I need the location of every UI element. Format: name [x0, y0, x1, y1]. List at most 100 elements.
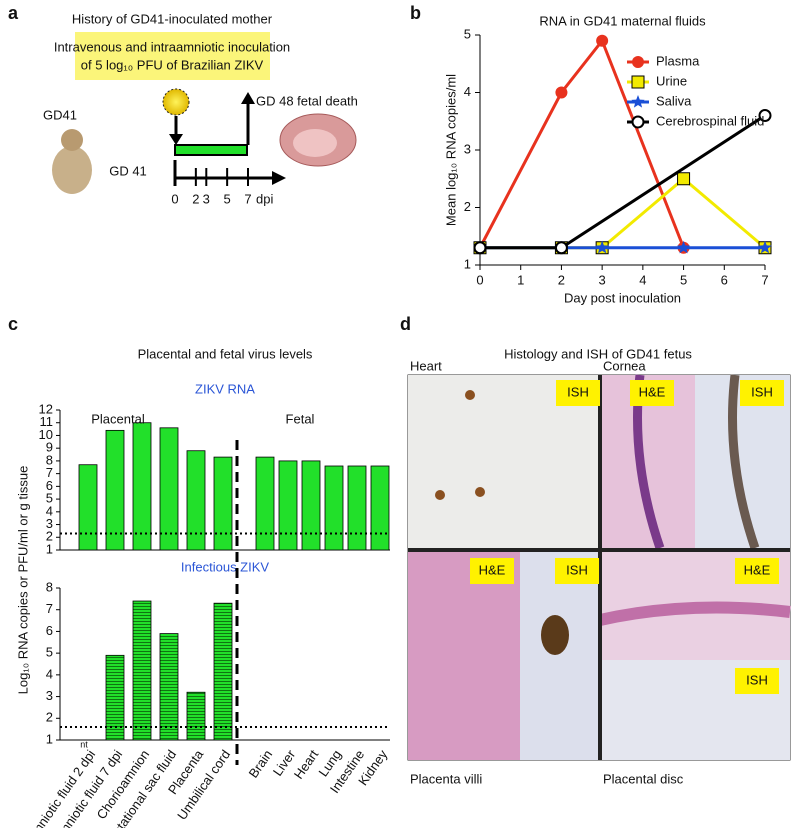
- y-tick-label: 5: [46, 645, 53, 660]
- bar: [159, 427, 179, 551]
- legend-marker: [631, 115, 645, 129]
- point: [473, 241, 487, 255]
- bar: [301, 460, 321, 551]
- group-label: Fetal: [286, 411, 315, 426]
- x-tick-label: Heart: [291, 747, 322, 782]
- point: [595, 240, 609, 254]
- stain-badge-label: ISH: [567, 384, 589, 399]
- ish-signal: [435, 490, 445, 500]
- ish-signal: [465, 390, 475, 400]
- box-text: of 5 log₁₀ PFU of Brazilian ZIKV: [81, 57, 264, 72]
- villi-ish-image: [520, 552, 600, 760]
- x-tick-label: 0: [476, 272, 483, 287]
- tissue-label: Placental disc: [603, 771, 684, 786]
- y-tick-label: 4: [46, 503, 53, 518]
- point: [676, 240, 691, 254]
- disc-tissue: [598, 601, 791, 626]
- subtitle: Infectious ZIKV: [181, 559, 269, 574]
- subtitle: ZIKV RNA: [195, 381, 255, 396]
- panel-label: c: [8, 314, 18, 334]
- y-tick-label: 4: [46, 666, 53, 681]
- bar: [324, 465, 344, 551]
- bar: [278, 460, 298, 551]
- line: [480, 176, 766, 250]
- not-tested-label: nt: [80, 739, 88, 749]
- tissue-label: Heart: [410, 358, 442, 373]
- stain-badge: [630, 380, 674, 406]
- stain-badge: [740, 380, 784, 406]
- bar: [105, 654, 125, 741]
- bar: [213, 602, 233, 741]
- panel-title: History of GD41-inoculated mother: [72, 11, 273, 26]
- y-tick-label: 5: [46, 491, 53, 506]
- legend-marker: [631, 75, 645, 89]
- line: [480, 114, 766, 250]
- y-tick-label: 8: [46, 579, 53, 594]
- tissue-label: Cornea: [603, 358, 646, 373]
- y-tick-label: 3: [46, 516, 53, 531]
- ish-signal: [475, 487, 485, 497]
- panel-label: b: [410, 3, 421, 23]
- legend-label: Urine: [656, 73, 687, 88]
- stain-badge-label: ISH: [566, 562, 588, 577]
- fetal-death-label: GD 48 fetal death: [256, 93, 358, 108]
- legend-label: Cerebrospinal fluid: [656, 113, 764, 128]
- stain-badge-label: H&E: [639, 384, 666, 399]
- chart-title: Placental and fetal virus levels: [138, 346, 313, 361]
- y-tick-label: 3: [464, 141, 471, 156]
- timeline-tick-label: 0: [171, 191, 178, 206]
- y-tick-label: 8: [46, 452, 53, 467]
- x-tick-label: Brain: [246, 747, 276, 780]
- y-axis-label: Log₁₀ RNA copies or PFU/ml or g tissue: [15, 466, 30, 695]
- line: [478, 37, 685, 249]
- legend-marker: [632, 56, 644, 68]
- histology-labels: d Histology and ISH of GD41 fetus Heart Cor…: [400, 314, 784, 786]
- x-tick-label: 3: [599, 272, 606, 287]
- x-tick-label: 7: [761, 272, 768, 287]
- legend-marker: [631, 95, 645, 108]
- monkey-icon: [52, 146, 92, 194]
- stain-badge: [555, 558, 599, 584]
- bar: [186, 691, 206, 741]
- point: [758, 240, 772, 254]
- legend-label: Plasma: [656, 53, 700, 68]
- bar: [213, 456, 233, 551]
- timeline-unit: dpi: [256, 191, 273, 206]
- arrow-head: [272, 171, 286, 185]
- bar: [255, 456, 275, 551]
- y-tick-label: 1: [46, 541, 53, 556]
- point: [758, 109, 772, 122]
- y-tick-label: 1: [46, 731, 53, 746]
- y-tick-label: 11: [40, 414, 54, 429]
- x-tick-label: 1: [517, 272, 524, 287]
- stain-badge-label: H&E: [479, 562, 506, 577]
- legend-label: Saliva: [656, 93, 692, 108]
- ish-signal: [541, 615, 569, 655]
- y-tick-label: 1: [464, 256, 471, 271]
- bar: [186, 450, 206, 551]
- y-tick-label: 5: [464, 26, 471, 41]
- panel-label: a: [8, 3, 19, 23]
- y-tick-label: 2: [46, 710, 53, 725]
- x-tick-label: 2: [558, 272, 565, 287]
- panel-title: Histology and ISH of GD41 fetus: [504, 346, 692, 361]
- stain-badge: [735, 668, 779, 694]
- cornea-epithelium: [728, 374, 760, 550]
- bar: [370, 465, 390, 551]
- y-tick-label: 2: [464, 199, 471, 214]
- y-tick-label: 10: [39, 427, 53, 442]
- y-tick-label: 6: [46, 623, 53, 638]
- y-tick-label: 2: [46, 529, 53, 544]
- chart-title: RNA in GD41 maternal fluids: [539, 13, 706, 28]
- inoculation-box: [75, 32, 270, 80]
- animal-label: GD41: [43, 107, 77, 122]
- bar: [105, 429, 125, 551]
- tissue-label: Placenta villi: [410, 771, 482, 786]
- bar: [78, 464, 98, 551]
- x-tick-label: 6: [721, 272, 728, 287]
- monkey-icon: [61, 129, 83, 151]
- stain-badge-label: H&E: [744, 562, 771, 577]
- arrow-head: [241, 92, 255, 104]
- panel-label: d: [400, 314, 411, 334]
- timeline-tick-label: 3: [203, 191, 210, 206]
